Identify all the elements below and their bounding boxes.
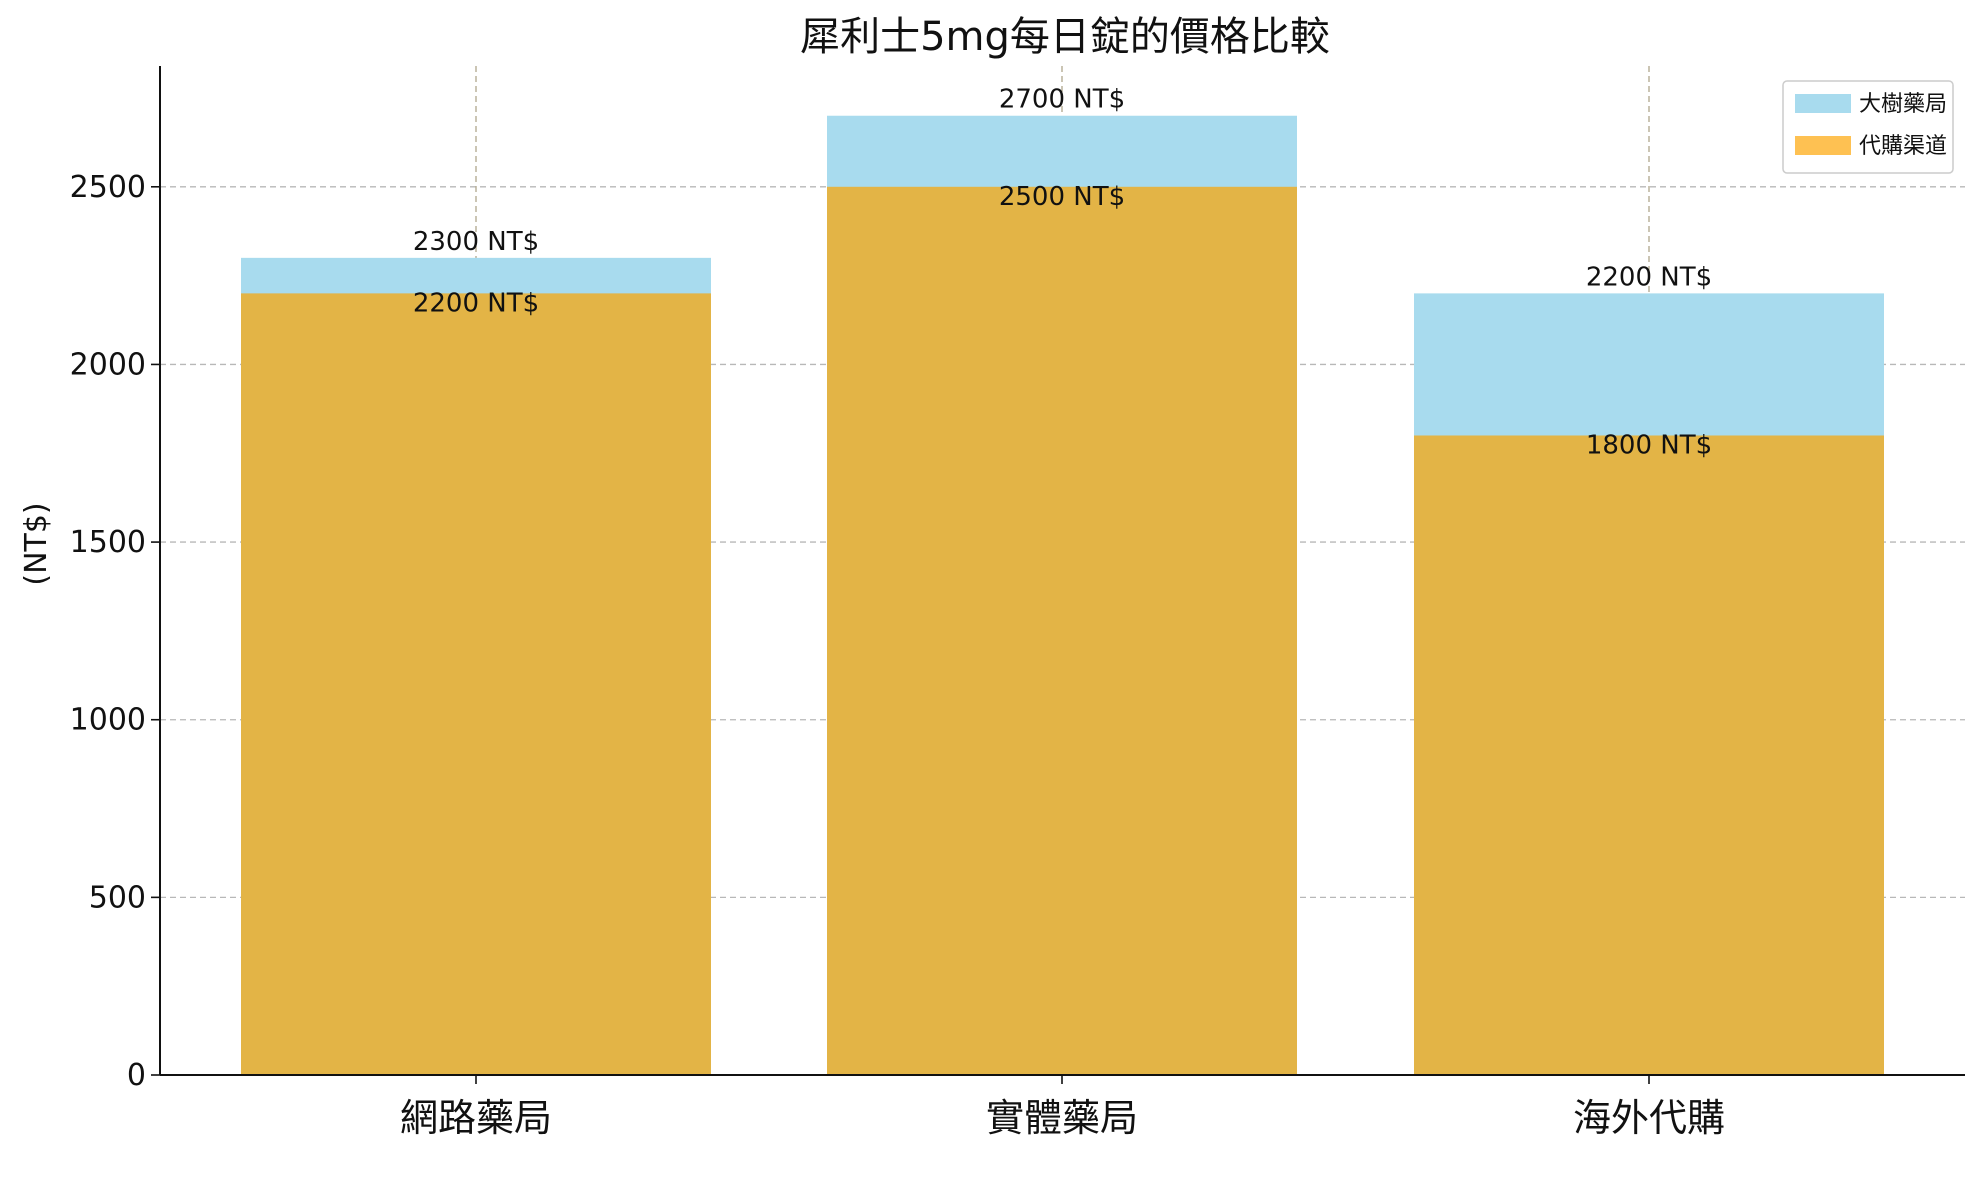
legend-swatch-0: [1795, 94, 1851, 113]
data-label-series-1-2: 1800 NT$: [1586, 430, 1712, 460]
bar-series-1-1[interactable]: [827, 186, 1297, 1075]
legend-label-0: 大樹藥局: [1859, 92, 1947, 117]
bar-series-1-2[interactable]: [1414, 435, 1884, 1076]
y-tick-label-1000: 1000: [70, 703, 146, 738]
data-label-series-0-0: 2300 NT$: [413, 227, 539, 257]
legend-swatch-1: [1795, 136, 1851, 155]
legend-item-series-0[interactable]: 大樹藥局: [1795, 92, 1947, 117]
data-label-series-1-1: 2500 NT$: [999, 182, 1125, 212]
bars: [241, 115, 1884, 1076]
x-tick-label-2: 海外代購: [1573, 1096, 1725, 1140]
x-tick-label-1: 實體藥局: [986, 1096, 1138, 1140]
y-tick-label-2000: 2000: [70, 347, 146, 382]
bar-series-1-0[interactable]: [241, 293, 711, 1076]
data-labels: 2300 NT$ 2700 NT$ 2200 NT$ 2200 NT$ 2500 NT$…: [413, 85, 1712, 461]
x-axis-labels: 網路藥局 實體藥局 海外代購: [400, 1075, 1725, 1140]
legend-item-series-1[interactable]: 代購渠道: [1795, 134, 1947, 159]
data-label-series-0-2: 2200 NT$: [1586, 262, 1712, 292]
data-label-series-1-0: 2200 NT$: [413, 288, 539, 318]
y-axis-label: (NT$): [19, 502, 54, 585]
chart-title: 犀利士5mg每日錠的價格比較: [800, 14, 1330, 60]
y-tick-label-0: 0: [127, 1058, 146, 1093]
legend-label-1: 代購渠道: [1859, 134, 1947, 159]
y-tick-label-500: 500: [89, 880, 146, 915]
x-tick-label-0: 網路藥局: [400, 1096, 552, 1140]
data-label-series-0-1: 2700 NT$: [999, 85, 1125, 115]
y-axis-ticks: 0 500 1000 1500 2000 2500: [70, 170, 160, 1093]
y-tick-label-1500: 1500: [70, 525, 146, 560]
legend[interactable]: 大樹藥局 代購渠道: [1782, 80, 1954, 174]
y-tick-label-2500: 2500: [70, 170, 146, 205]
